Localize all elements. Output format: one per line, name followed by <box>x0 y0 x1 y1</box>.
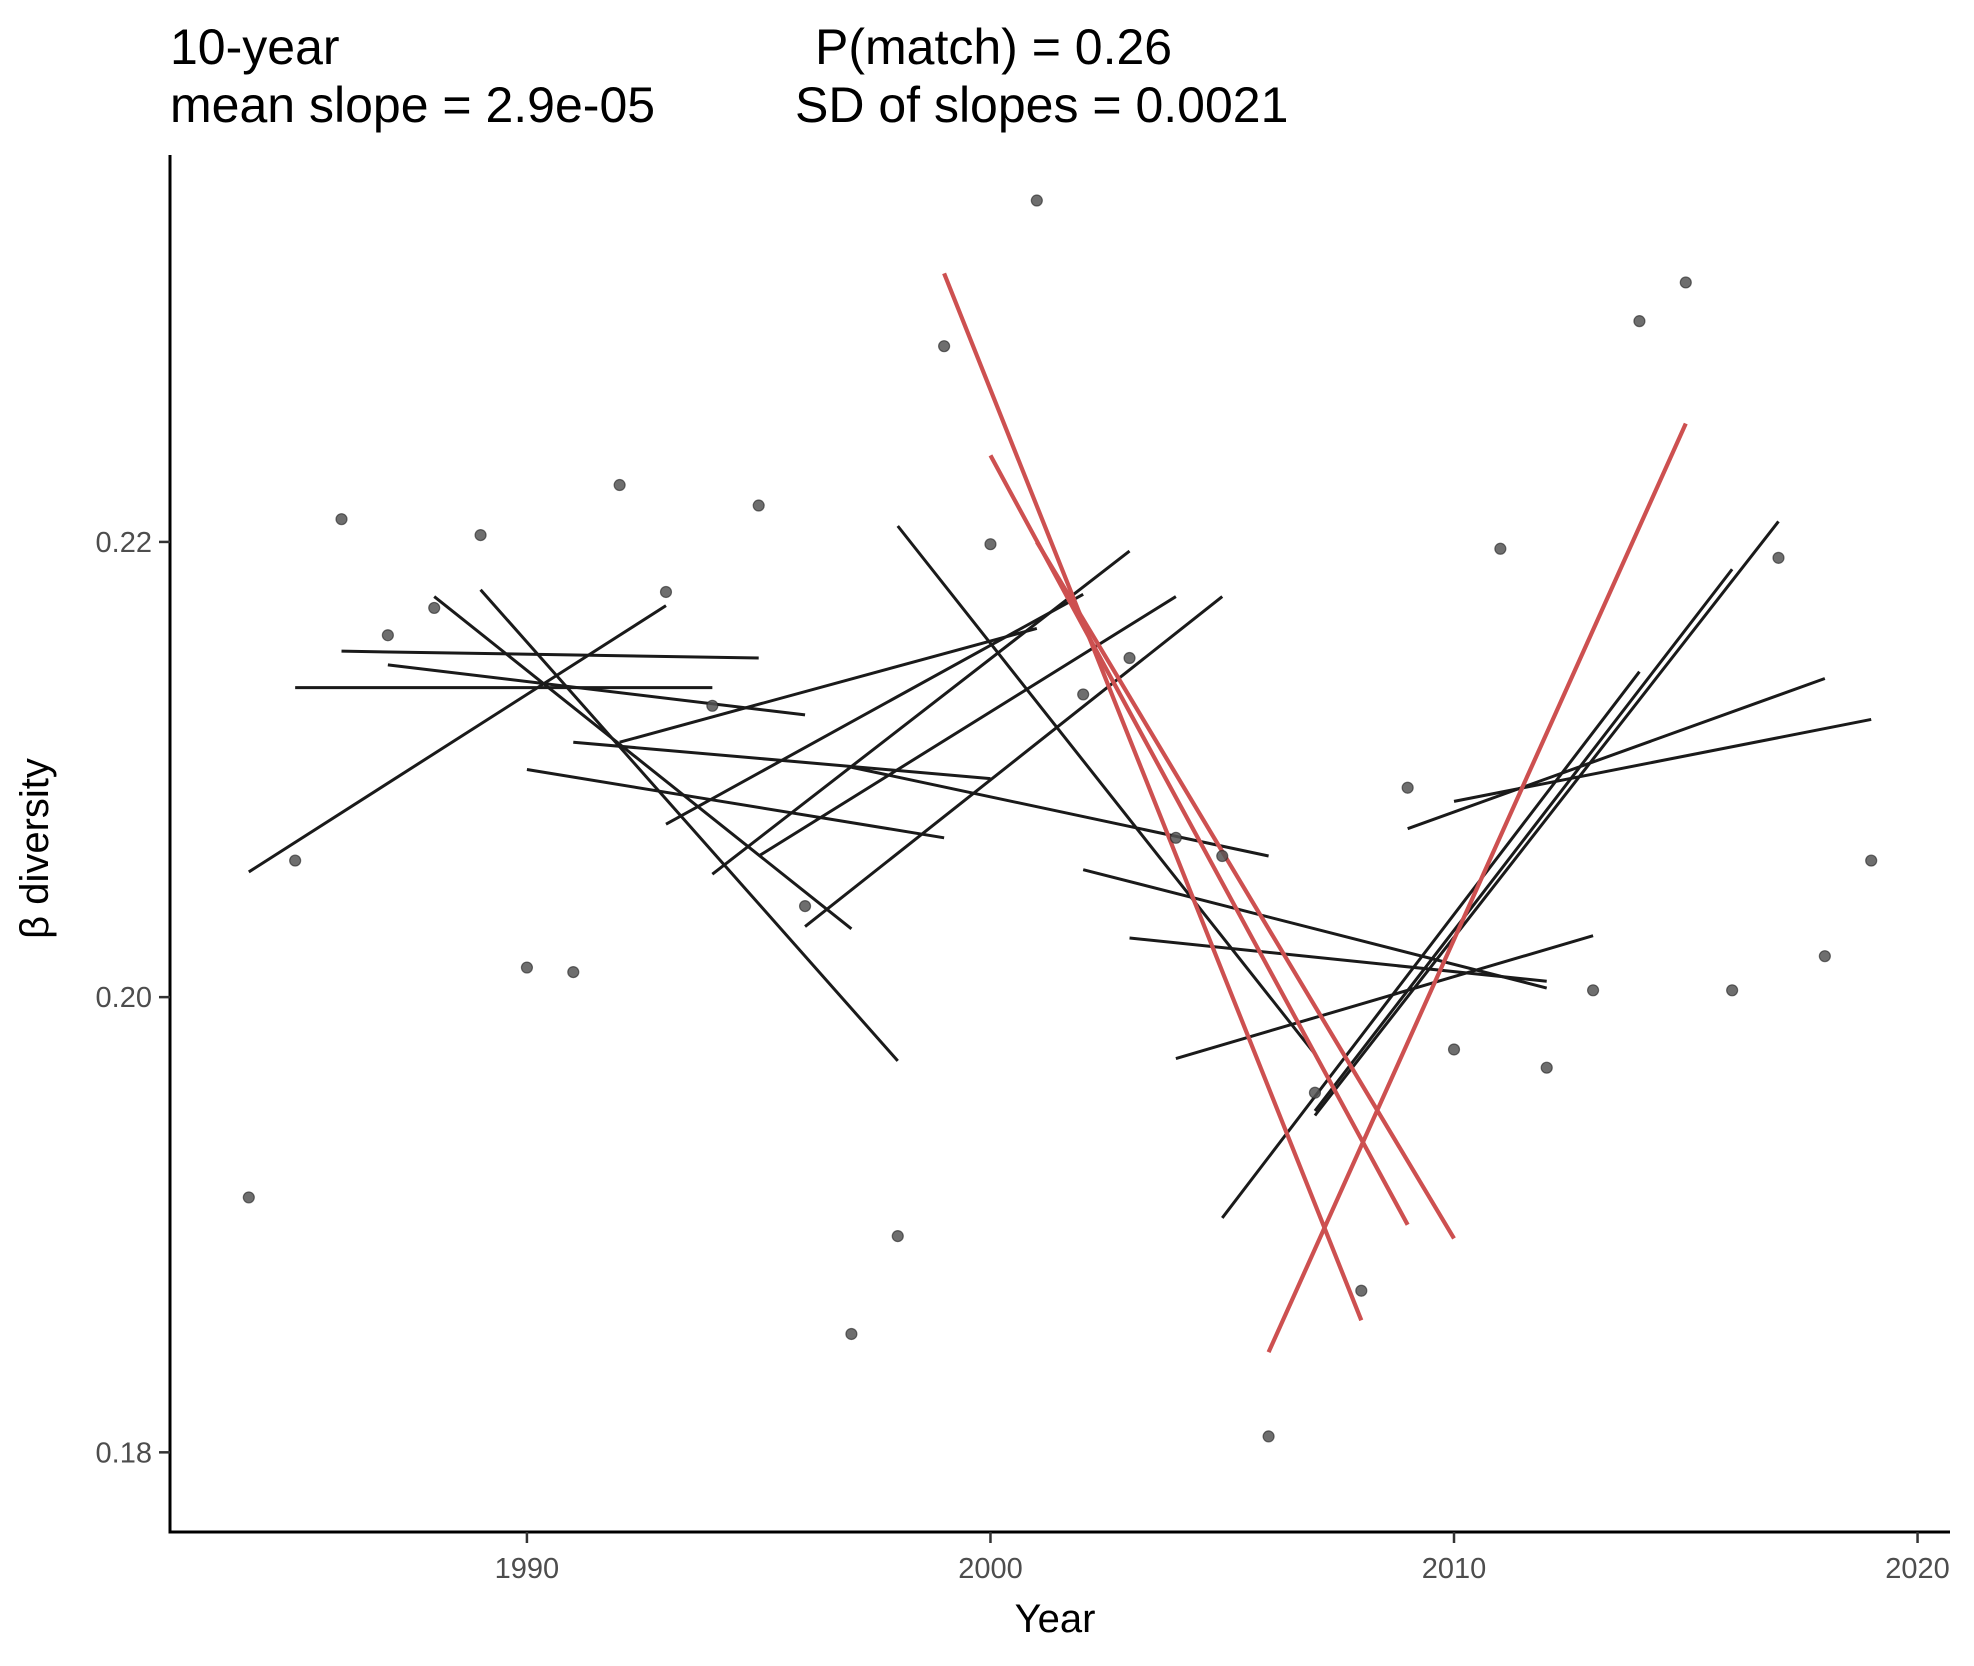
trend-line <box>479 588 899 1062</box>
data-point <box>289 854 302 867</box>
trend-line <box>1082 868 1548 990</box>
data-point <box>891 1230 904 1243</box>
data-point <box>1586 984 1600 997</box>
data-point <box>706 699 719 712</box>
data-point <box>1447 1043 1461 1056</box>
trend-line <box>711 549 1131 876</box>
data-point <box>1818 950 1831 963</box>
data-point <box>1494 542 1507 555</box>
data-point <box>1123 651 1136 665</box>
data-point <box>1077 688 1090 701</box>
trend-line <box>1175 934 1594 1061</box>
trend-line <box>526 768 945 840</box>
trend-line <box>619 626 1038 744</box>
y-tick-label: 0.20 <box>96 982 152 1014</box>
title-right-line2: SD of slopes = 0.0021 <box>795 77 1289 133</box>
data-point <box>938 340 951 353</box>
trend-line <box>757 595 1177 858</box>
data-point <box>1401 781 1414 794</box>
trend-line <box>1453 717 1872 803</box>
y-tick-label: 0.18 <box>96 1437 152 1469</box>
trend-line <box>387 663 806 717</box>
data-point <box>659 585 673 599</box>
data-points <box>242 194 1878 1443</box>
data-point <box>1308 1086 1322 1099</box>
trend-line <box>851 765 1269 858</box>
trend-line <box>433 595 853 931</box>
title-right-line1: P(match) = 0.26 <box>815 19 1173 75</box>
highlight-trend-line <box>1266 422 1688 1354</box>
data-point <box>1216 849 1229 863</box>
trend-line <box>1313 568 1734 1112</box>
trend-line <box>1407 677 1826 831</box>
data-point <box>428 601 441 615</box>
title-left-line2: mean slope = 2.9e-05 <box>170 77 656 133</box>
data-point <box>242 1191 255 1204</box>
trend-line <box>1313 520 1780 1117</box>
x-axis-title: Year <box>1015 1597 1096 1641</box>
trend-line <box>341 649 759 660</box>
y-tick-label: 0.22 <box>96 527 152 559</box>
data-point <box>1030 194 1043 207</box>
data-point <box>1262 1430 1275 1443</box>
x-tick-label: 1990 <box>495 1553 560 1585</box>
title-left-line1: 10-year <box>170 19 340 75</box>
x-tick-label: 2000 <box>958 1553 1023 1585</box>
trend-line <box>896 525 1317 1055</box>
data-point <box>1726 984 1739 997</box>
data-point <box>335 513 348 526</box>
trend-line <box>665 592 1084 826</box>
data-point <box>567 965 580 979</box>
data-point <box>1679 276 1692 289</box>
trend-line <box>1221 670 1641 1219</box>
data-point <box>1772 551 1785 564</box>
trend-line <box>804 595 1224 928</box>
trend-line <box>1129 936 1547 983</box>
data-point <box>1355 1284 1368 1297</box>
data-point <box>798 899 812 913</box>
data-point <box>613 478 626 492</box>
data-point <box>984 538 997 551</box>
data-point <box>1169 831 1182 844</box>
trend-line <box>247 604 667 874</box>
data-point <box>474 528 487 542</box>
data-point <box>1540 1061 1553 1074</box>
highlight-trend-line <box>1035 540 1456 1240</box>
data-point <box>1865 854 1878 867</box>
x-tick-label: 2010 <box>1422 1553 1487 1585</box>
x-tick-label: 2020 <box>1885 1553 1950 1585</box>
data-point <box>1633 315 1646 328</box>
axes: 1990 2000 2010 2020 0.18 0.20 0.22 <box>96 155 1950 1585</box>
y-axis-title: β diversity <box>13 758 57 939</box>
regression-segments <box>247 272 1872 1354</box>
data-point <box>845 1327 858 1341</box>
highlight-trend-line <box>942 272 1364 1322</box>
data-point <box>520 961 534 974</box>
data-point <box>381 629 394 642</box>
data-point <box>752 499 765 512</box>
